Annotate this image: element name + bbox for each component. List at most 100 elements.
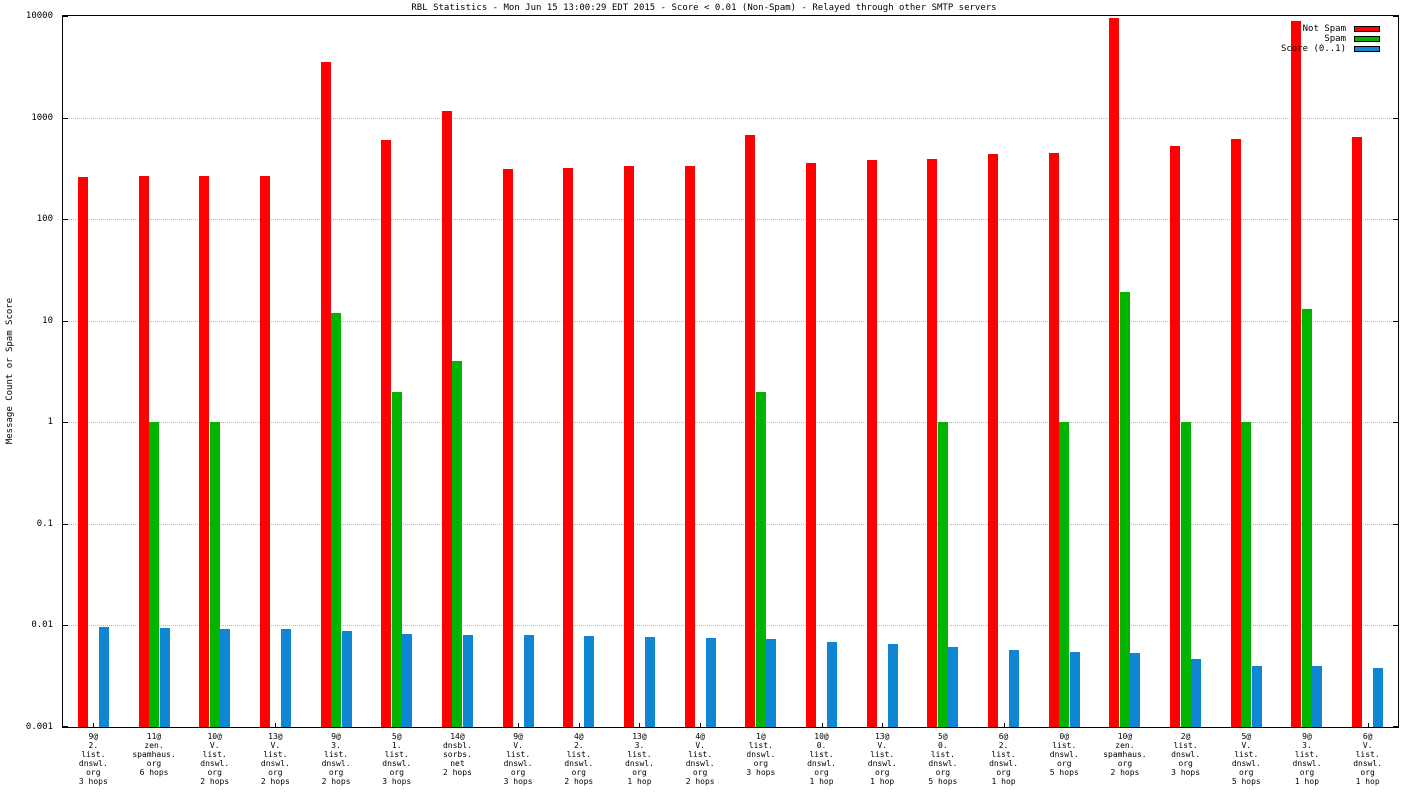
x-tick-label: 4@ 2. list. dnswl. org 2 hops: [564, 732, 594, 786]
y-tick-mark: [63, 320, 68, 322]
bar-score-0-1-: [1373, 668, 1384, 727]
x-tick-label: 13@ V. list. dnswl. org 2 hops: [260, 732, 290, 786]
legend-item: Score (0..1): [1281, 44, 1380, 54]
bar-score-0-1-: [948, 646, 959, 727]
y-tick-label: 100: [36, 214, 53, 225]
x-tick-mark: [578, 723, 580, 727]
y-tick-mark: [1393, 16, 1398, 17]
bar-score-0-1-: [280, 629, 291, 727]
x-tick-label: 13@ 3. list. dnswl. org 1 hop: [625, 732, 654, 786]
bar-not-spam: [1291, 20, 1302, 727]
gridline: [63, 523, 1398, 525]
plot-area: [62, 15, 1399, 728]
x-tick-mark: [93, 723, 95, 727]
x-tick-label: 6@ V. list. dnswl. org 1 hop: [1353, 732, 1383, 786]
y-tick-label: 1000: [31, 112, 53, 123]
x-tick-label: 9@ 3. list. dnswl. org 2 hops: [321, 732, 351, 786]
x-axis-tick-labels: 9@ 2. list. dnswl. org 3 hops 11@ zen. sp…: [62, 732, 1399, 790]
legend-label: Spam: [1324, 34, 1346, 44]
x-tick-label: 6@ 2. list. dnswl. org 1 hop: [989, 732, 1019, 786]
y-tick-label: 0.001: [25, 722, 53, 732]
y-tick-mark: [63, 16, 68, 17]
y-tick-label: 10: [42, 315, 53, 326]
bar-not-spam: [1109, 18, 1120, 727]
legend-label: Not Spam: [1302, 24, 1346, 34]
bar-spam: [149, 422, 160, 727]
bar-not-spam: [1170, 146, 1181, 727]
x-tick-label: 13@ V. list. dnswl. org 1 hop: [867, 732, 897, 786]
y-tick-label: 1: [47, 417, 53, 428]
bar-not-spam: [866, 160, 877, 727]
x-tick-label: 5@ V. list. dnswl. org 5 hops: [1231, 732, 1261, 786]
x-tick-mark: [275, 723, 277, 727]
y-tick-mark: [1393, 117, 1398, 119]
x-tick-mark: [1003, 723, 1005, 727]
bar-spam: [391, 391, 402, 727]
bar-score-0-1-: [159, 628, 170, 727]
bar-not-spam: [199, 176, 210, 727]
x-tick-label: 9@ 2. list. dnswl. org 3 hops: [78, 732, 108, 786]
y-tick-mark: [1393, 422, 1398, 424]
y-tick-label: 0.01: [31, 620, 53, 631]
y-tick-mark: [63, 422, 68, 424]
x-tick-label: 2@ list. dnswl. org 3 hops: [1171, 732, 1201, 777]
x-tick-mark: [639, 723, 641, 727]
x-tick-label: 10@ 0. list. dnswl. org 1 hop: [807, 732, 836, 786]
bar-spam: [331, 312, 342, 727]
bar-score-0-1-: [220, 629, 231, 727]
bar-spam: [1119, 292, 1130, 727]
legend-swatch: [1354, 36, 1380, 42]
bar-score-0-1-: [341, 631, 352, 727]
x-tick-mark: [1367, 723, 1369, 727]
y-tick-mark: [63, 726, 68, 727]
bar-not-spam: [381, 140, 392, 727]
y-tick-label: 0.1: [36, 518, 53, 529]
x-tick-label: 10@ zen. spamhaus. org 2 hops: [1103, 732, 1147, 777]
bar-score-0-1-: [1191, 658, 1202, 727]
x-tick-label: 11@ zen. spamhaus. org 6 hops: [132, 732, 176, 777]
y-tick-mark: [1393, 523, 1398, 525]
bar-score-0-1-: [1009, 650, 1020, 727]
legend-label: Score (0..1): [1280, 44, 1346, 54]
bar-not-spam: [684, 165, 695, 727]
bar-score-0-1-: [98, 626, 109, 727]
legend-swatch: [1354, 26, 1380, 32]
bar-score-0-1-: [584, 635, 595, 727]
x-tick-label: 10@ V. list. dnswl. org 2 hops: [200, 732, 230, 786]
y-tick-mark: [63, 219, 68, 221]
bar-not-spam: [745, 134, 756, 727]
bar-spam: [755, 391, 766, 727]
x-tick-label: 9@ 3. list. dnswl. org 1 hop: [1292, 732, 1322, 786]
gridline: [63, 117, 1398, 119]
gridline: [63, 219, 1398, 221]
bar-not-spam: [138, 176, 149, 727]
x-tick-label: 5@ 0. list. dnswl. org 5 hops: [928, 732, 958, 786]
legend: Not Spam Spam Score (0..1): [1281, 24, 1380, 54]
x-tick-label: 5@ 1. list. dnswl. org 3 hops: [382, 732, 412, 786]
x-tick-mark: [518, 723, 520, 727]
bar-not-spam: [806, 162, 817, 727]
y-tick-mark: [1393, 320, 1398, 322]
legend-swatch: [1354, 46, 1380, 52]
y-tick-label: 10000: [25, 11, 53, 21]
legend-item: Not Spam: [1281, 24, 1380, 34]
bar-spam: [1059, 422, 1070, 727]
x-tick-label: 4@ V. list. dnswl. org 2 hops: [685, 732, 715, 786]
bar-score-0-1-: [462, 634, 473, 727]
y-tick-mark: [63, 523, 68, 525]
y-tick-mark: [1393, 625, 1398, 627]
x-tick-label: 14@ dnsbl. sorbs. net 2 hops: [442, 732, 472, 777]
y-tick-mark: [63, 625, 68, 627]
y-tick-mark: [1393, 219, 1398, 221]
x-tick-label: 9@ V. list. dnswl. org 3 hops: [503, 732, 533, 786]
y-tick-mark: [63, 117, 68, 119]
bar-not-spam: [441, 111, 452, 727]
chart-title: RBL Statistics - Mon Jun 15 13:00:29 EDT…: [411, 3, 997, 13]
x-tick-label: 0@ list. dnswl. org 5 hops: [1049, 732, 1079, 777]
bar-score-0-1-: [402, 633, 413, 727]
bar-not-spam: [623, 166, 634, 727]
y-tick-mark: [1393, 726, 1398, 727]
x-tick-mark: [700, 723, 702, 727]
bar-not-spam: [927, 159, 938, 727]
